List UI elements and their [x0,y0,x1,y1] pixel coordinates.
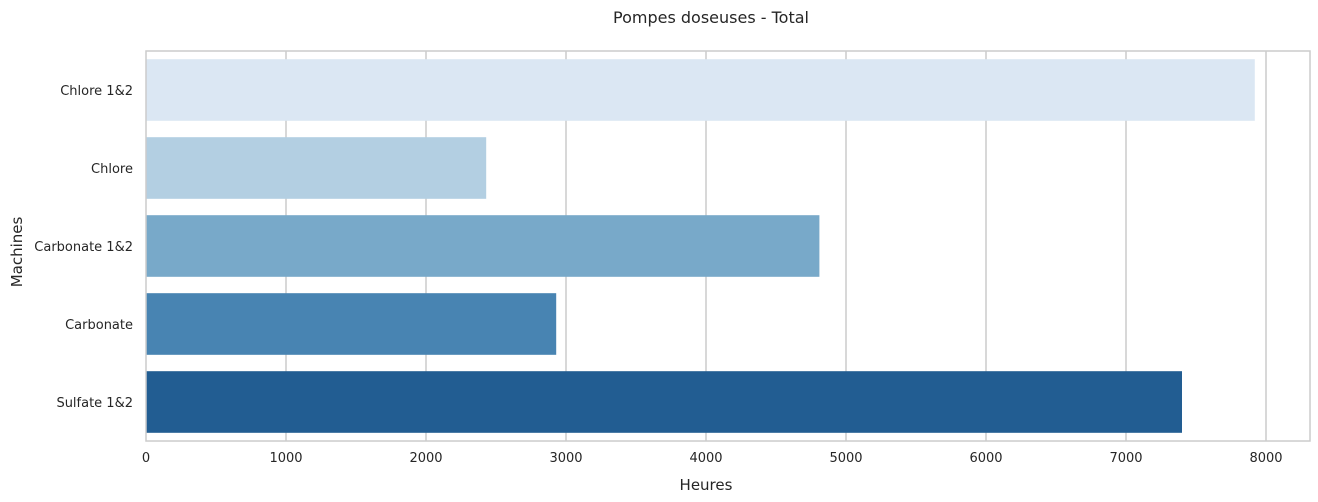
y-tick-label: Carbonate 1&2 [34,240,133,255]
y-tick-label: Chlore [91,162,133,177]
y-tick-label: Carbonate [65,318,133,333]
y-tick-label: Chlore 1&2 [60,84,133,99]
bars [146,59,1255,433]
x-tick-label: 3000 [549,451,582,466]
bar [146,371,1182,433]
bar [146,137,487,199]
x-tick-label: 6000 [969,451,1002,466]
plot-frame [145,50,1311,442]
x-tick-label: 5000 [829,451,862,466]
x-tick-label: 1000 [269,451,302,466]
x-tick-label: 4000 [689,451,722,466]
x-axis-title: Heures [680,476,733,494]
x-tick-labels: 0 1000 2000 3000 4000 5000 6000 7000 8000 [142,451,1283,466]
bar [146,293,557,355]
bar [146,215,820,277]
x-tick-label: 0 [142,451,150,466]
chart-title: Pompes doseuses - Total [613,8,809,27]
y-tick-labels: Chlore 1&2 Chlore Carbonate 1&2 Carbonate Su… [34,84,133,411]
bar [146,59,1255,121]
x-tick-label: 8000 [1249,451,1282,466]
y-axis-title: Machines [8,217,26,288]
x-tick-label: 7000 [1109,451,1142,466]
y-tick-label: Sulfate 1&2 [56,396,133,411]
x-tick-label: 2000 [409,451,442,466]
